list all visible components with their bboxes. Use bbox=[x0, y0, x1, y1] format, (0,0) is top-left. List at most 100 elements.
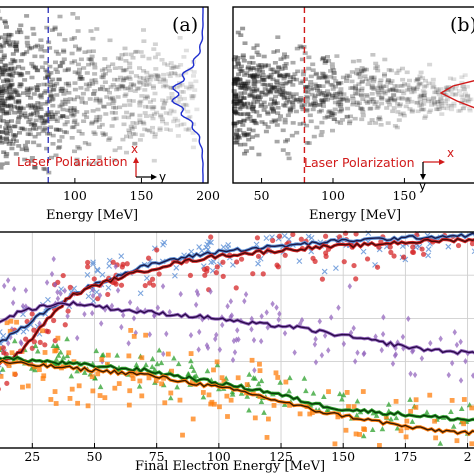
panel-b-point bbox=[266, 90, 272, 94]
panel-b-point bbox=[290, 102, 296, 107]
panel-c-series-1-point bbox=[409, 249, 416, 255]
panel-b-point bbox=[250, 106, 256, 111]
panel-c-series-4-point bbox=[244, 382, 250, 387]
panel-a-point bbox=[43, 68, 49, 72]
panel-b-point bbox=[418, 93, 424, 98]
panel-b-point bbox=[244, 133, 250, 137]
panel-a-point bbox=[138, 50, 144, 54]
panel-a-point bbox=[154, 110, 160, 115]
panel-b-point bbox=[241, 96, 247, 100]
panel-b-point bbox=[330, 65, 335, 70]
panel-c-series-2-point bbox=[242, 297, 247, 305]
panel-a-point bbox=[27, 103, 33, 107]
panel-c-series-2-point bbox=[195, 291, 201, 298]
panel-b-point bbox=[338, 95, 344, 100]
panel-b-point bbox=[334, 120, 340, 124]
panel-a-point bbox=[47, 84, 53, 89]
panel-b-point bbox=[255, 72, 261, 76]
panel-a-point bbox=[142, 96, 148, 101]
panel-b-point bbox=[438, 96, 444, 100]
panel-a-point bbox=[127, 77, 133, 81]
panel-b-point bbox=[323, 75, 329, 79]
panel-b-point bbox=[233, 97, 239, 101]
panel-c-series-3-point bbox=[133, 361, 140, 368]
panel-a-point bbox=[162, 79, 168, 83]
panel-a-point bbox=[187, 114, 193, 119]
panel-b-point bbox=[252, 95, 258, 100]
panel-a-point bbox=[1, 53, 7, 58]
panel-b-point bbox=[306, 55, 312, 60]
panel-a-point bbox=[27, 113, 33, 117]
panel-b-point bbox=[386, 68, 392, 72]
panel-a-point bbox=[91, 92, 97, 96]
panel-b-point bbox=[409, 108, 415, 113]
panel-c-series-1-point bbox=[220, 259, 226, 265]
panel-a-point bbox=[42, 118, 48, 123]
panel-b-point bbox=[234, 132, 240, 137]
panel-b-point bbox=[233, 110, 239, 114]
panel-a-point bbox=[75, 71, 81, 76]
panel-b-point bbox=[337, 90, 343, 95]
panel-b-point bbox=[459, 80, 465, 85]
panel-a-point bbox=[112, 111, 118, 115]
panel-b-point bbox=[357, 75, 363, 80]
panel-a-point bbox=[86, 57, 92, 61]
panel-a-point bbox=[0, 162, 5, 166]
panel-a-point bbox=[6, 34, 12, 39]
panel-a-point bbox=[14, 105, 20, 110]
panel-b-point bbox=[248, 102, 254, 106]
panel-a-point bbox=[50, 83, 56, 87]
panel-a-point bbox=[153, 77, 159, 82]
panel-a-point bbox=[104, 87, 110, 92]
panel-a-point bbox=[0, 65, 2, 70]
panel-b-point bbox=[233, 92, 239, 97]
panel-b-point bbox=[445, 88, 451, 92]
panel-a-point bbox=[57, 64, 63, 68]
panel-a-point bbox=[185, 128, 191, 132]
panel-a-point bbox=[20, 126, 25, 131]
panel-a-point bbox=[0, 109, 5, 114]
panel-b-point bbox=[320, 84, 326, 88]
panel-b-point bbox=[243, 87, 249, 92]
panel-c-series-2-point bbox=[449, 359, 455, 367]
panel-b-point bbox=[241, 132, 247, 137]
panel-a-point bbox=[161, 102, 167, 106]
panel-a-point bbox=[92, 132, 98, 136]
panel-a-point bbox=[53, 153, 59, 158]
panel-a-point bbox=[123, 76, 129, 80]
panel-c-series-1-point bbox=[65, 308, 71, 314]
panel-a-point bbox=[66, 91, 72, 95]
panel-a-point bbox=[0, 106, 5, 111]
panel-a-point bbox=[72, 59, 78, 63]
panel-a-point bbox=[92, 62, 98, 67]
panel-b-point bbox=[319, 130, 325, 134]
panel-c-series-4-point bbox=[433, 435, 439, 441]
panel-b-point bbox=[252, 84, 258, 88]
panel-a-point bbox=[137, 113, 143, 118]
panel-a-point bbox=[0, 141, 5, 145]
panel-c-series-2-point bbox=[208, 288, 213, 295]
panel-a-point bbox=[62, 122, 68, 127]
panel-a-point bbox=[115, 78, 121, 82]
panel-c-series-1-point bbox=[260, 271, 266, 277]
panel-c-series-4-point bbox=[69, 386, 75, 392]
panel-b-point bbox=[316, 76, 322, 80]
panel-b-point bbox=[420, 76, 426, 80]
panel-a-point bbox=[0, 91, 5, 95]
panel-a-point bbox=[96, 118, 102, 122]
panel-c-series-4-point bbox=[190, 379, 195, 385]
panel-b-point bbox=[256, 97, 262, 102]
panel-b-point bbox=[243, 83, 249, 88]
panel-b-point bbox=[368, 106, 374, 111]
panel-c-series-1-point bbox=[336, 234, 343, 240]
panel-b-point bbox=[307, 83, 313, 87]
panel-a-point bbox=[6, 142, 12, 146]
panel-a-point bbox=[165, 63, 171, 67]
panel-c-series-1-point bbox=[23, 336, 29, 342]
panel-c-series-1-point bbox=[455, 242, 462, 249]
panel-a-point bbox=[25, 132, 31, 136]
panel-a-point bbox=[161, 77, 167, 81]
panel-c-series-3-point bbox=[337, 390, 343, 397]
panel-a-point bbox=[41, 166, 47, 171]
panel-a-point bbox=[157, 126, 163, 131]
